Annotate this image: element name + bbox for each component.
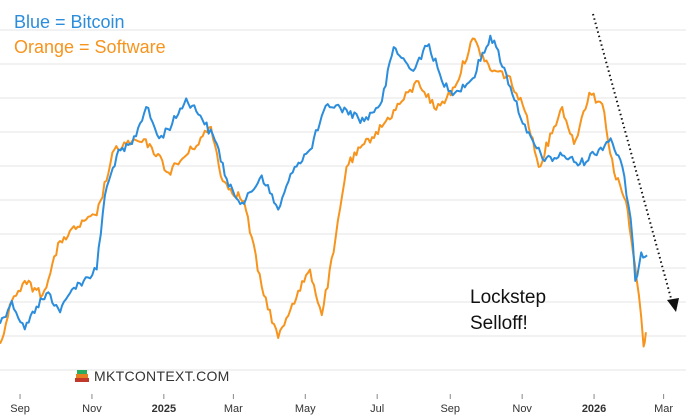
brand-name: MKTCONTEXT.COM	[94, 368, 230, 384]
trend-arrow	[592, 13, 679, 312]
series-line-bitcoin	[0, 34, 648, 331]
grid-lines	[0, 29, 686, 371]
x-tick-label: Sep	[440, 403, 460, 415]
x-tick-label: Jul	[370, 403, 384, 415]
arrow-shaft	[592, 13, 673, 303]
x-tick-label: 2026	[582, 403, 606, 415]
legend-software-label: Orange = Software	[14, 37, 166, 57]
x-tick-label: Mar	[224, 403, 243, 415]
x-tick-label: Sep	[10, 403, 30, 415]
x-axis-ticks: Sep Nov 2025 Mar May Jul Sep Nov 2026 Mar	[10, 394, 673, 415]
arrow-head	[667, 298, 679, 312]
x-tick-label: Nov	[82, 403, 102, 415]
brand-watermark: MKTCONTEXT.COM	[74, 368, 230, 384]
stacked-books-icon	[75, 370, 89, 382]
x-tick-label: 2025	[152, 403, 176, 415]
x-tick-label: Nov	[512, 403, 532, 415]
x-tick-label: Mar	[654, 403, 673, 415]
annotation-line-1: Lockstep	[470, 287, 547, 308]
series-layer	[0, 34, 648, 348]
series-line-software	[0, 37, 647, 348]
legend-bitcoin-label: Blue = Bitcoin	[14, 12, 125, 32]
annotation-line-2: Selloff!	[470, 313, 528, 334]
legend-bitcoin: Blue = Bitcoin	[14, 12, 125, 33]
legend-software: Orange = Software	[14, 37, 166, 58]
x-tick-label: May	[295, 403, 316, 415]
